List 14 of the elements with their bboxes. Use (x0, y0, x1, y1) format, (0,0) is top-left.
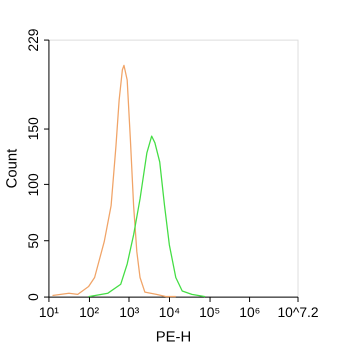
x-tick-label: 10¹ (38, 304, 60, 320)
y-tick-label: 229 (25, 28, 42, 52)
x-axis-title: PE-H (156, 330, 192, 346)
y-tick-label: 50 (25, 232, 42, 249)
y-axis-title: Count (4, 148, 20, 188)
x-tick-label: 10⁴ (158, 304, 180, 320)
x-tick-label: 10⁶ (239, 304, 260, 320)
y-tick-label: 150 (25, 116, 42, 140)
y-tick-label: 100 (25, 173, 42, 196)
x-tick-label: 10³ (119, 304, 140, 320)
x-tick-label: 10² (79, 304, 100, 320)
x-tick-label: 10^7.2 (277, 304, 319, 320)
y-tick-label: 0 (25, 292, 42, 301)
x-tick-label: 10⁵ (199, 304, 220, 320)
